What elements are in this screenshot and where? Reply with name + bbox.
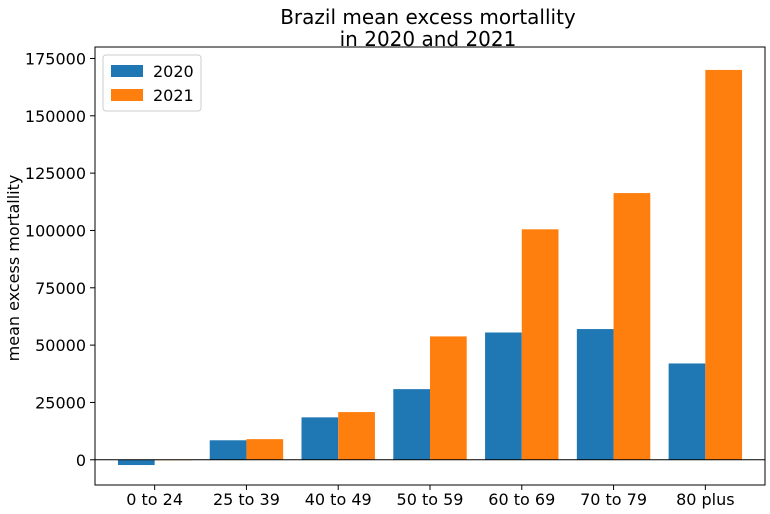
bar-2021-5 <box>613 193 651 460</box>
y-tick-label-4: 100000 <box>25 221 86 240</box>
y-tick-label-3: 75000 <box>35 279 86 298</box>
y-tick-label-7: 175000 <box>25 49 86 68</box>
bar-2021-3 <box>430 336 467 460</box>
bar-2021-1 <box>246 439 284 460</box>
legend-swatch-2021 <box>111 89 143 101</box>
y-tick-label-1: 25000 <box>35 393 86 412</box>
bar-2021-4 <box>521 229 559 460</box>
x-tick-label-1: 25 to 39 <box>213 490 280 509</box>
y-tick-label-2: 50000 <box>35 336 86 355</box>
x-tick-label-0: 0 to 24 <box>126 490 183 509</box>
y-tick-label-0: 0 <box>76 451 86 470</box>
plot-area: 0 25000 50000 75000 100000 125000 150000 175000… <box>25 46 766 509</box>
bar-2020-5 <box>576 329 614 460</box>
bar-2021-6 <box>705 69 743 460</box>
bar-2020-6 <box>668 363 706 460</box>
bar-2020-3 <box>393 389 430 460</box>
x-tick-label-6: 80 plus <box>676 490 735 509</box>
legend: 2020 2021 <box>102 54 202 112</box>
bar-2020-0 <box>117 459 155 466</box>
bar-2020-2 <box>301 417 339 460</box>
legend-label-2021: 2021 <box>153 86 194 105</box>
x-tick-label-2: 40 to 49 <box>305 490 372 509</box>
x-tick-label-5: 70 to 79 <box>580 490 647 509</box>
y-axis-label: mean excess mortallity <box>4 175 23 362</box>
chart-title-line-1: Brazil mean excess mortallity <box>280 5 576 29</box>
x-tick-label-3: 50 to 59 <box>397 490 464 509</box>
x-tick-label-4: 60 to 69 <box>488 490 555 509</box>
y-tick-label-5: 125000 <box>25 164 86 183</box>
legend-label-2020: 2020 <box>153 62 194 81</box>
bar-2020-4 <box>485 332 522 460</box>
legend-swatch-2020 <box>111 65 143 77</box>
bar-2021-2 <box>338 412 375 460</box>
bar-2020-1 <box>209 440 247 460</box>
y-tick-label-6: 150000 <box>25 107 86 126</box>
